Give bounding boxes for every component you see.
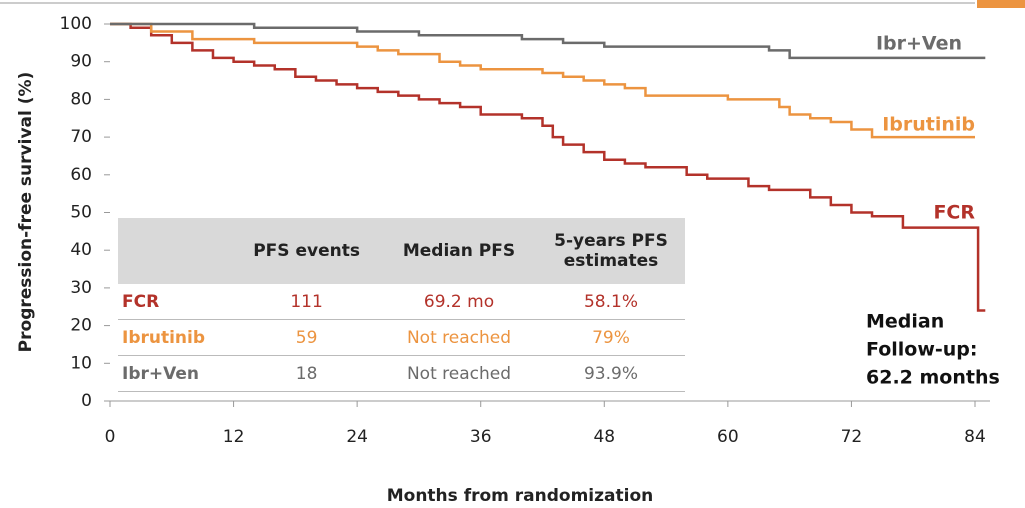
table-cell: 111 xyxy=(232,284,381,320)
x-tick-label: 24 xyxy=(346,427,368,447)
y-tick-label: 80 xyxy=(70,89,92,109)
survival-curve xyxy=(110,22,986,312)
survival-curve xyxy=(110,22,986,60)
y-tick-label: 70 xyxy=(70,127,92,147)
y-tick-label: 40 xyxy=(70,240,92,260)
table-cell: 18 xyxy=(232,355,381,392)
summary-table: PFS events Median PFS 5-years PFS estimate… xyxy=(118,218,685,392)
y-axis-label: Progression-free survival (%) xyxy=(16,72,36,353)
table-cell: 93.9% xyxy=(537,355,685,392)
series-label: FCR xyxy=(933,202,975,224)
y-tick-label: 30 xyxy=(70,278,92,298)
table-column-header: PFS events xyxy=(232,218,381,284)
y-tick-label: 60 xyxy=(70,165,92,185)
x-tick-label: 0 xyxy=(105,427,116,447)
y-tick-label: 50 xyxy=(70,203,92,223)
follow-up-note: 62.2 months xyxy=(866,367,1000,389)
row-label: Ibrutinib xyxy=(118,319,233,356)
table-row: Ibr+Ven 18 Not reached 93.9% xyxy=(118,355,685,392)
table-cell: 79% xyxy=(537,319,685,356)
follow-up-note: Follow-up: xyxy=(866,339,978,361)
x-tick-label: 72 xyxy=(841,427,863,447)
series-label: Ibrutinib xyxy=(882,114,975,136)
table-cell: 69.2 mo xyxy=(381,284,537,320)
table-cell: Not reached xyxy=(381,319,537,356)
table-column-header: 5-years PFS estimates xyxy=(537,218,685,284)
y-tick-label: 20 xyxy=(70,316,92,336)
x-tick-label: 84 xyxy=(964,427,986,447)
survival-curve xyxy=(110,22,975,139)
x-tick-label: 36 xyxy=(470,427,492,447)
series-label: Ibr+Ven xyxy=(876,33,962,55)
corner-accent xyxy=(977,0,1025,8)
y-tick-label: 0 xyxy=(81,391,92,411)
table-column-header: Median PFS xyxy=(381,218,537,284)
x-tick-label: 48 xyxy=(593,427,615,447)
table-cell: Not reached xyxy=(381,355,537,392)
x-tick-label: 12 xyxy=(223,427,245,447)
table-row: Ibrutinib 59 Not reached 79% xyxy=(118,319,685,356)
row-label: Ibr+Ven xyxy=(118,355,233,392)
table-cell: 58.1% xyxy=(537,284,685,320)
follow-up-note: Median xyxy=(866,311,944,333)
table-cell: 59 xyxy=(232,319,381,356)
table-corner xyxy=(118,218,233,284)
table-row: FCR 111 69.2 mo 58.1% xyxy=(118,284,685,320)
y-tick-label: 100 xyxy=(60,14,92,34)
y-tick-label: 10 xyxy=(70,353,92,373)
table-header-row: PFS events Median PFS 5-years PFS estimate… xyxy=(118,218,685,284)
x-axis-label: Months from randomization xyxy=(387,486,654,506)
row-label: FCR xyxy=(118,284,233,320)
y-tick-label: 90 xyxy=(70,52,92,72)
x-tick-label: 60 xyxy=(717,427,739,447)
